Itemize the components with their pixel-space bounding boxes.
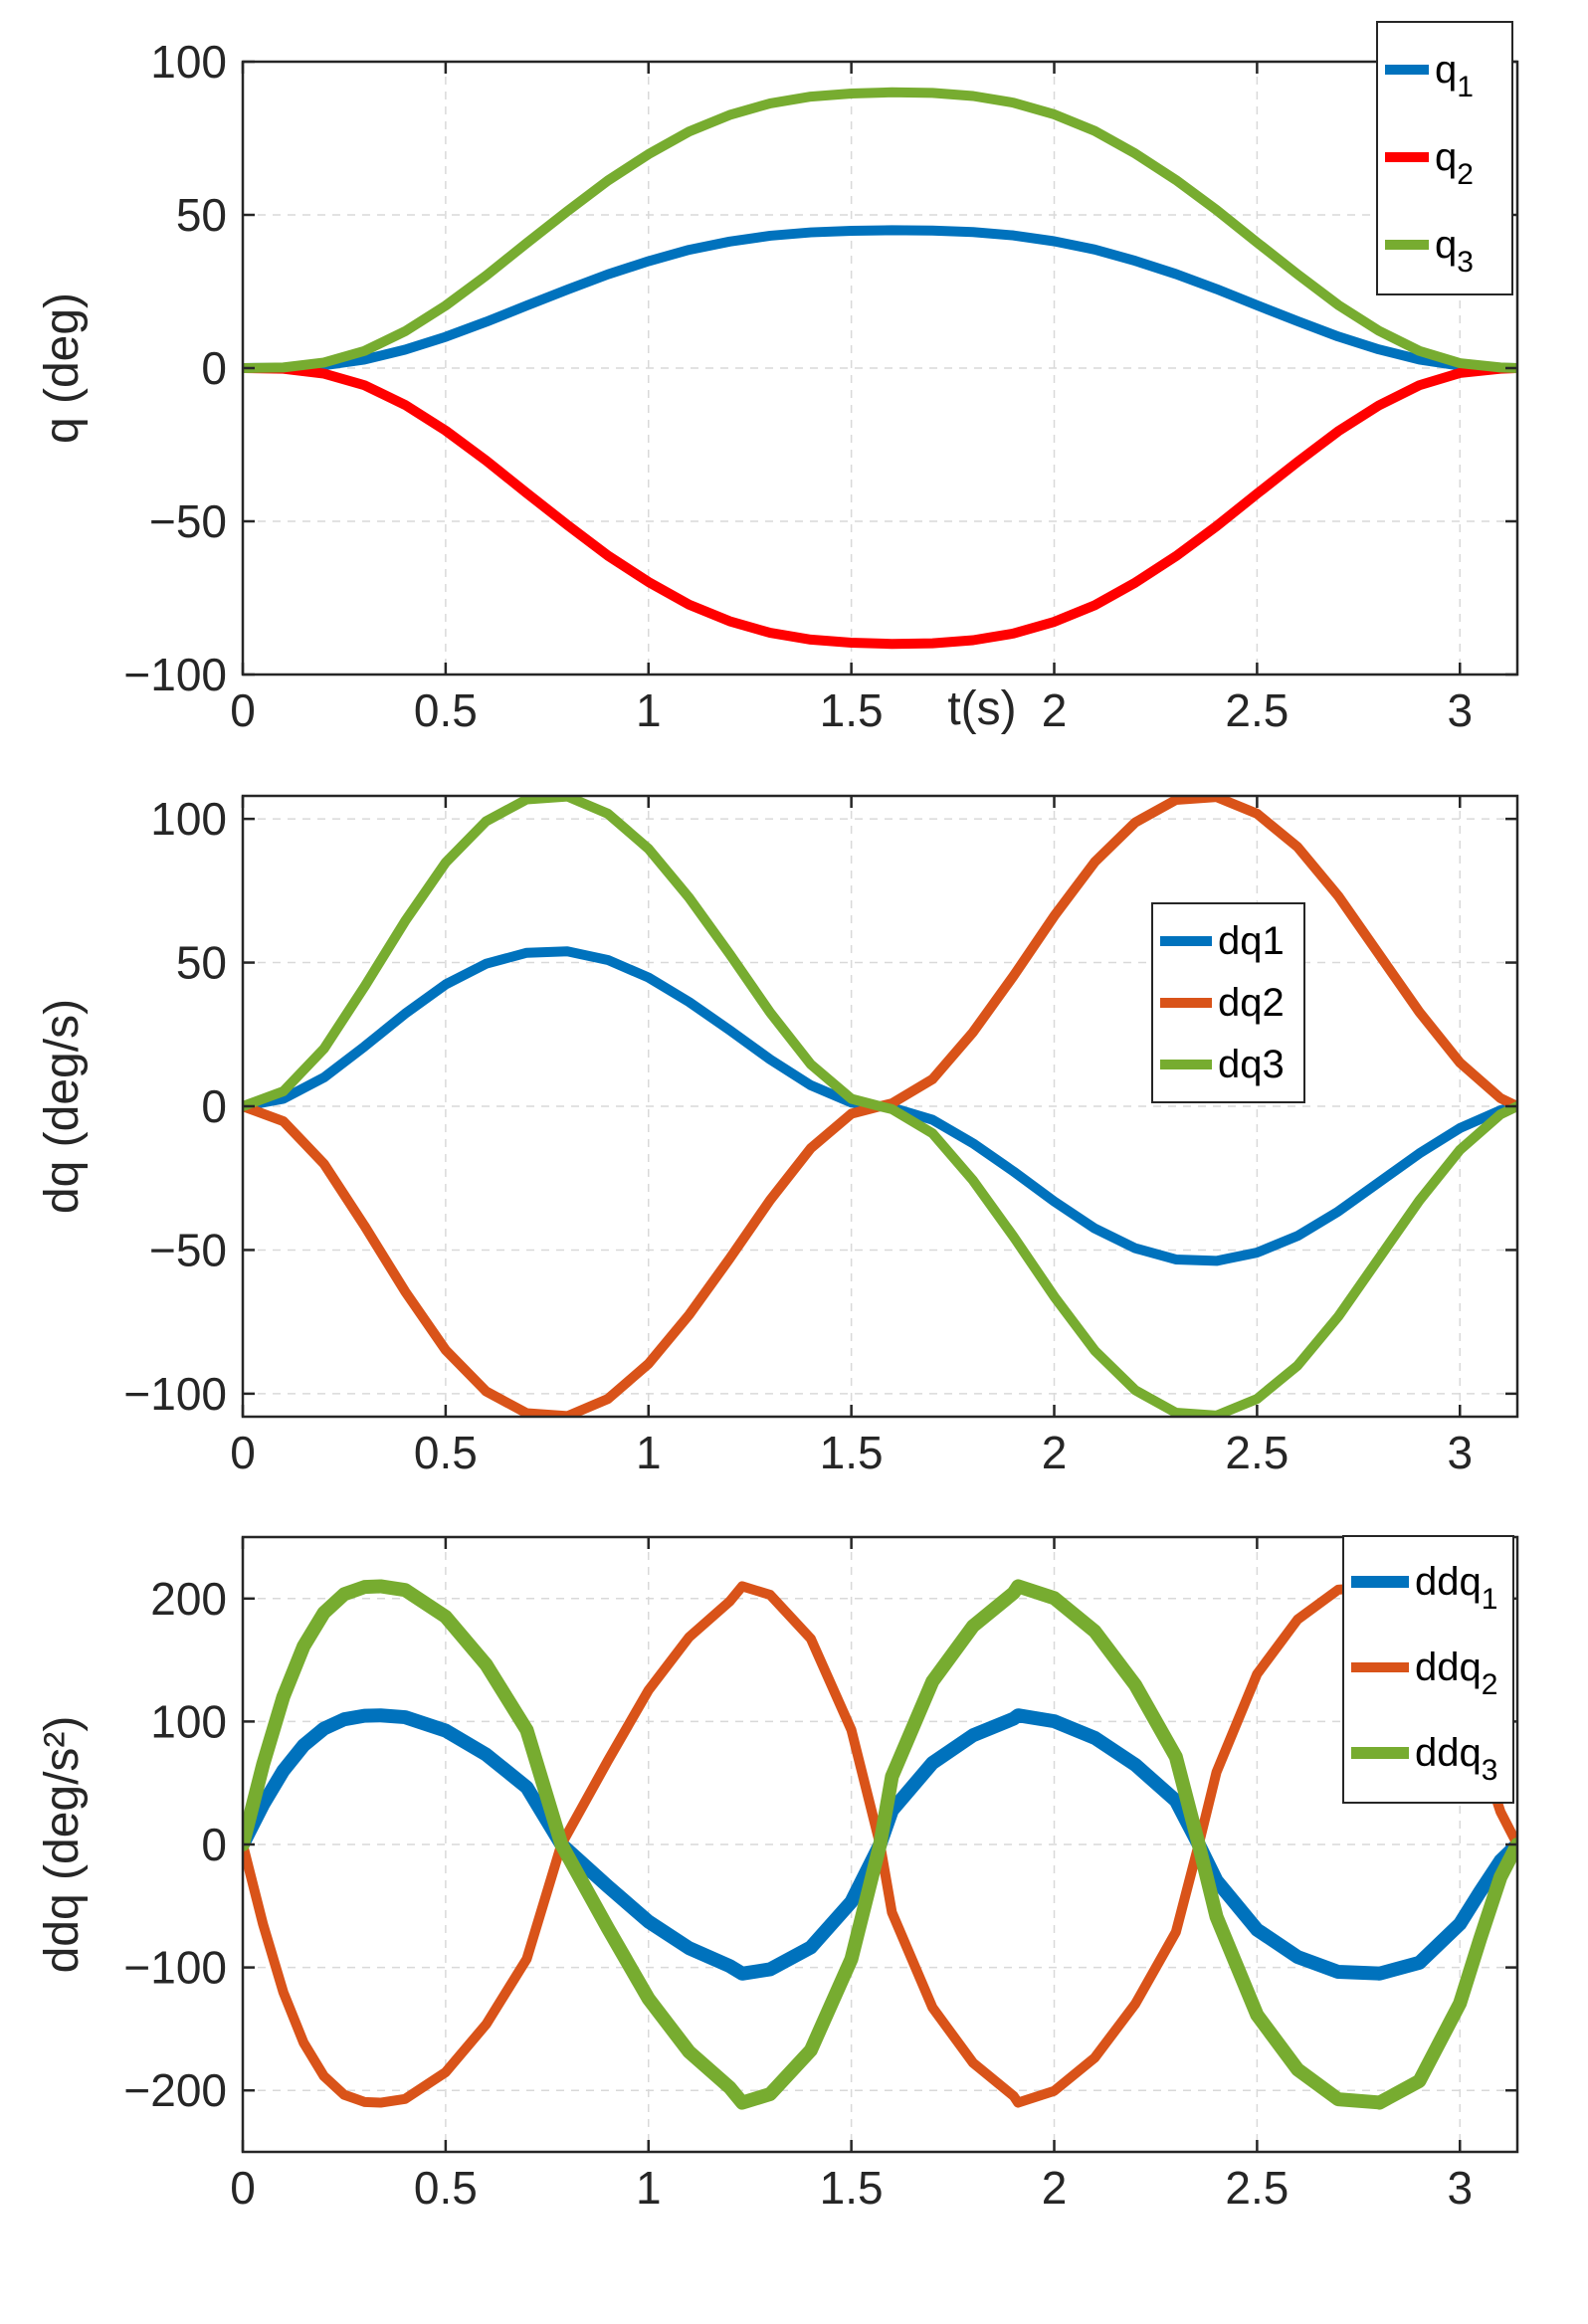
legend-label-subscript: 3	[1482, 1754, 1498, 1787]
series-lines	[243, 796, 1517, 1417]
legend-label-subscript: 2	[1482, 1668, 1498, 1701]
legend-label-name: ddq	[1415, 1646, 1482, 1689]
y-tick-label: 0	[201, 1819, 227, 1870]
x-tick-label: 1	[636, 1427, 662, 1478]
y-tick-label: 100	[150, 1695, 227, 1747]
x-tick-label: 1	[636, 684, 662, 736]
x-tick-label: 0.5	[414, 684, 478, 736]
y-axis-title: q (deg)	[36, 292, 89, 444]
legend-label-subscript: 2	[1457, 158, 1474, 191]
legend-label-ddq3: ddq3	[1415, 1731, 1497, 1787]
x-tick-label: 2	[1042, 1427, 1068, 1478]
y-tick-label: −100	[123, 649, 227, 700]
legend-label-name: ddq	[1415, 1731, 1482, 1775]
legend-label-ddq1: ddq1	[1415, 1560, 1497, 1616]
legend: dq1 dq2 dq3	[1151, 902, 1305, 1103]
x-tick-label: 0.5	[414, 2162, 478, 2214]
series-line-q1	[243, 225, 1517, 373]
legend-label-dq2: dq2	[1218, 981, 1285, 1025]
series-line-q3	[243, 87, 1517, 373]
y-tick-label: 100	[150, 793, 227, 845]
x-tick-label: 0	[230, 684, 256, 736]
x-tick-label: 0	[230, 1427, 256, 1478]
x-tick-label: 0.5	[414, 1427, 478, 1478]
x-tick-label: 2	[1042, 684, 1068, 736]
legend-label-ddq2: ddq2	[1415, 1646, 1497, 1701]
legend-label-q2: q2	[1435, 135, 1474, 191]
y-tick-label: 0	[201, 1080, 227, 1132]
legend-label-name: ddq	[1415, 1560, 1482, 1604]
legend-label-name: dq2	[1218, 981, 1285, 1025]
y-tick-label: −100	[123, 1368, 227, 1420]
y-tick-label: −50	[149, 1224, 227, 1275]
legend-label-subscript: 1	[1482, 1583, 1498, 1616]
x-tick-label: 1.5	[820, 2162, 884, 2214]
y-tick-label: 50	[176, 937, 227, 989]
x-tick-label: 1.5	[820, 684, 884, 736]
y-tick-label: −50	[149, 495, 227, 547]
x-tick-label: 1.5	[820, 1427, 884, 1478]
legend-label-subscript: 3	[1457, 246, 1474, 279]
series-lines	[243, 1579, 1517, 2110]
legend-label-dq3: dq3	[1218, 1043, 1285, 1086]
grid	[243, 62, 1517, 675]
series-line-q2	[243, 363, 1517, 650]
y-axis-title: ddq (deg/s²)	[36, 1716, 89, 1974]
x-tick-label: 3	[1447, 1427, 1473, 1478]
legend-label-name: q	[1435, 135, 1457, 179]
y-axis-title: dq (deg/s)	[36, 999, 89, 1214]
acceleration-subplot: 0 0.5 1 1.5 2 2.5 3 −200 −100 0 100 200 ddq (deg/s²)…	[36, 1535, 1519, 2214]
y-tick-label: 50	[176, 189, 227, 241]
series-line-dq3	[243, 796, 1517, 1417]
x-tick-label: 3	[1447, 684, 1473, 736]
x-tick-label: 2.5	[1225, 2162, 1289, 2214]
legend-label-name: dq3	[1218, 1043, 1285, 1086]
legend-label-q1: q1	[1435, 48, 1474, 103]
legend-label-subscript: 1	[1457, 71, 1474, 103]
y-tick-label: 200	[150, 1573, 227, 1625]
legend-label-q3: q3	[1435, 223, 1474, 279]
grid	[243, 1537, 1517, 2152]
x-tick-label: 2	[1042, 2162, 1068, 2214]
legend-label-dq1: dq1	[1218, 919, 1285, 963]
x-tick-label: 3	[1447, 2162, 1473, 2214]
y-tick-label: 100	[150, 36, 227, 88]
x-tick-label: 2.5	[1225, 1427, 1289, 1478]
x-tick-label: 0	[230, 2162, 256, 2214]
x-tick-label: 2.5	[1225, 684, 1289, 736]
legend-label-name: q	[1435, 48, 1457, 92]
series-line-ddq3	[243, 1579, 1517, 2110]
x-tick-label: 1	[636, 2162, 662, 2214]
legend-label-name: dq1	[1218, 919, 1285, 963]
x-axis-title: t(s)	[947, 682, 1016, 735]
y-tick-label: 0	[201, 342, 227, 394]
y-tick-label: −100	[123, 1942, 227, 1994]
legend-label-name: q	[1435, 223, 1457, 267]
series-lines	[243, 87, 1517, 650]
y-tick-label: −200	[123, 2064, 227, 2116]
